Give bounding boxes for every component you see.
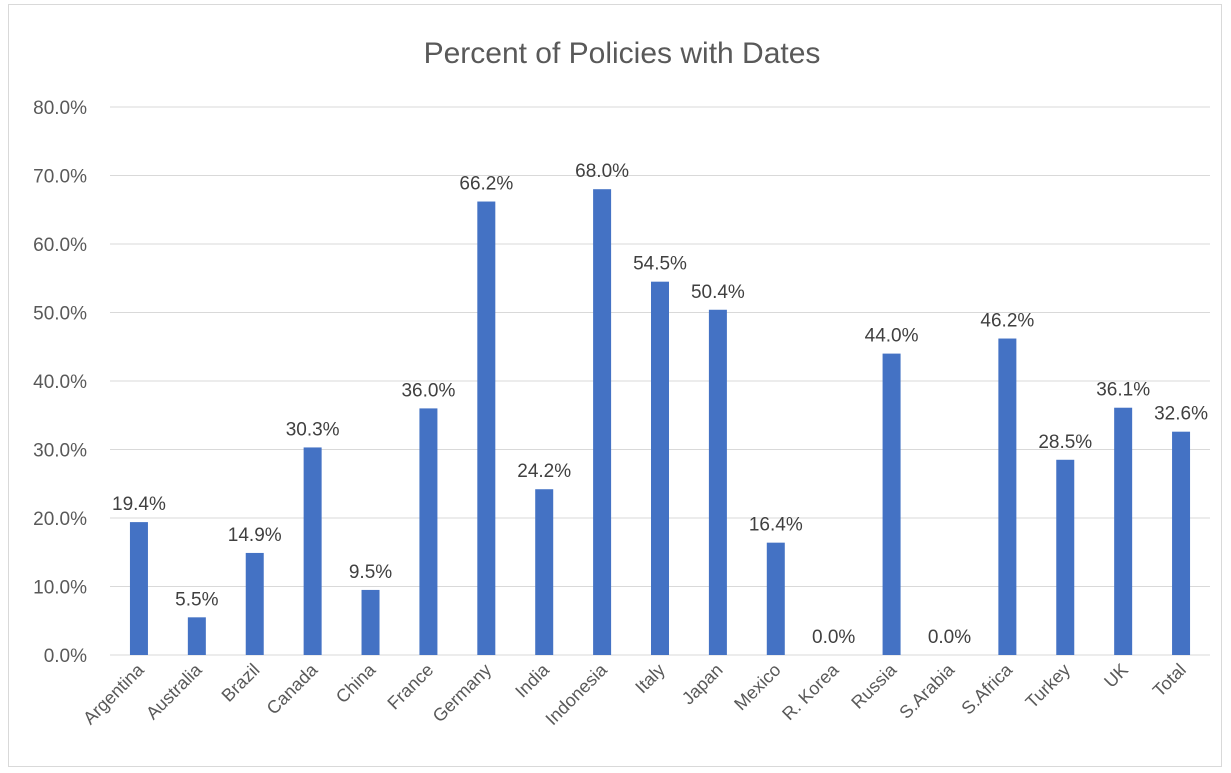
bar-india bbox=[535, 489, 554, 655]
data-label: 36.1% bbox=[1096, 380, 1150, 401]
x-category-label: Total bbox=[1149, 660, 1190, 701]
bar-argentina bbox=[129, 522, 148, 655]
x-category-label: Turkey bbox=[1022, 660, 1075, 713]
chart-title: Percent of Policies with Dates bbox=[424, 37, 821, 70]
data-label: 68.0% bbox=[575, 161, 629, 182]
bar-mexico bbox=[766, 542, 785, 655]
y-tick-label: 50.0% bbox=[33, 304, 87, 325]
bar-canada bbox=[303, 447, 322, 655]
y-tick-label: 80.0% bbox=[33, 98, 87, 119]
x-category-label: Canada bbox=[263, 659, 322, 718]
x-category-label: Germany bbox=[429, 660, 495, 726]
x-category-label: Italy bbox=[631, 660, 668, 697]
x-category-label: Brazil bbox=[218, 660, 264, 706]
data-label: 24.2% bbox=[517, 461, 571, 482]
data-label: 0.0% bbox=[812, 627, 855, 648]
x-category-label: UK bbox=[1100, 660, 1132, 692]
chart-frame bbox=[8, 4, 1222, 767]
x-category-label: China bbox=[332, 659, 380, 707]
bar-indonesia bbox=[593, 189, 612, 655]
bar-germany bbox=[477, 201, 496, 655]
data-label: 5.5% bbox=[175, 589, 218, 610]
y-tick-label: 40.0% bbox=[33, 372, 87, 393]
data-label: 36.0% bbox=[401, 380, 455, 401]
bar-france bbox=[419, 408, 438, 655]
data-label: 16.4% bbox=[749, 515, 803, 536]
data-label: 32.6% bbox=[1154, 404, 1208, 425]
bar-china bbox=[361, 589, 380, 655]
data-label: 28.5% bbox=[1038, 432, 1092, 453]
bar-italy bbox=[651, 281, 669, 655]
x-category-label: Argentina bbox=[79, 659, 148, 728]
y-tick-label: 30.0% bbox=[33, 441, 87, 462]
y-tick-label: 60.0% bbox=[33, 235, 87, 256]
bar-australia bbox=[187, 617, 206, 655]
y-tick-label: 20.0% bbox=[33, 509, 87, 530]
data-label: 50.4% bbox=[691, 282, 745, 303]
data-label: 44.0% bbox=[865, 326, 919, 347]
data-label: 46.2% bbox=[980, 311, 1034, 332]
data-label: 54.5% bbox=[633, 254, 687, 275]
y-tick-label: 0.0% bbox=[44, 646, 87, 667]
x-category-label: R. Korea bbox=[778, 659, 843, 724]
bar-russia bbox=[882, 353, 901, 655]
data-label: 19.4% bbox=[112, 494, 166, 515]
x-category-label: France bbox=[383, 660, 437, 714]
x-category-label: India bbox=[511, 659, 553, 701]
bar-japan bbox=[708, 309, 727, 655]
data-label: 0.0% bbox=[928, 627, 971, 648]
x-category-label: Indonesia bbox=[542, 659, 612, 729]
bar-turkey bbox=[1056, 459, 1075, 655]
x-category-label: Japan bbox=[678, 660, 727, 709]
data-label: 30.3% bbox=[286, 419, 340, 440]
x-category-label: Russia bbox=[847, 659, 901, 713]
data-label: 14.9% bbox=[228, 525, 282, 546]
data-label: 66.2% bbox=[459, 174, 513, 195]
x-category-label: S.Africa bbox=[957, 659, 1016, 718]
bar-total bbox=[1172, 431, 1191, 655]
x-category-label: S.Arabia bbox=[895, 659, 959, 723]
data-label: 9.5% bbox=[349, 562, 392, 583]
bar-uk bbox=[1114, 407, 1133, 655]
y-tick-label: 10.0% bbox=[33, 578, 87, 599]
x-category-label: Australia bbox=[142, 659, 206, 723]
bar-s-africa bbox=[998, 338, 1017, 655]
x-category-label: Mexico bbox=[730, 660, 784, 714]
y-tick-label: 70.0% bbox=[33, 167, 87, 188]
bar-brazil bbox=[245, 552, 264, 655]
